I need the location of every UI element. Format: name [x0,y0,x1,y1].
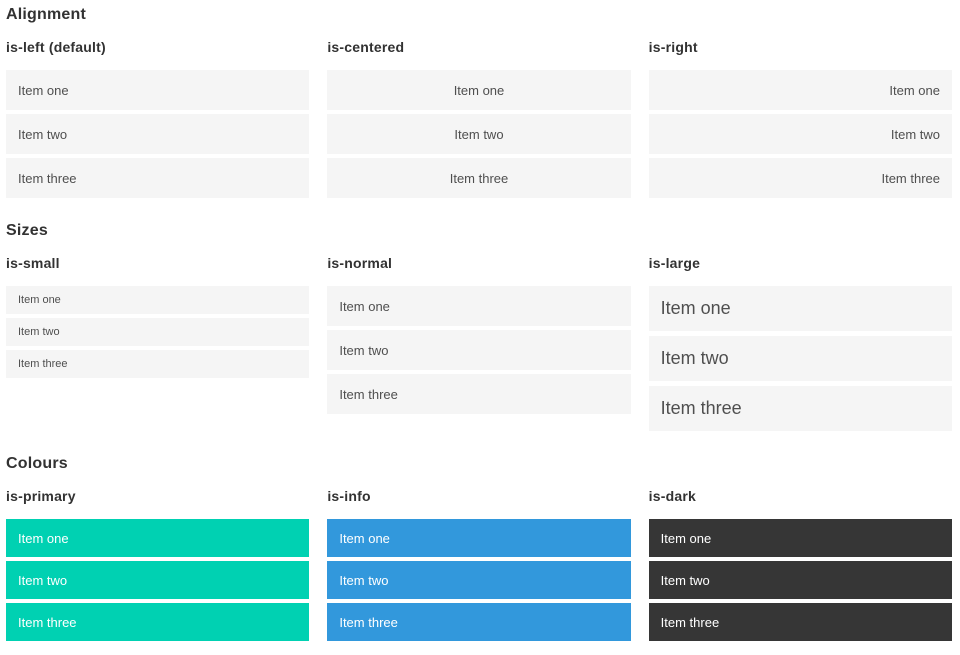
list-item: Item two [6,318,310,346]
variant-subtitle: is-normal [327,255,393,271]
section-sizes: Sizes is-small Item one Item two Item th… [6,221,952,431]
column-is-primary: is-primary Item one Item two Item three [6,488,310,641]
column-is-left: is-left (default) Item one Item two Item… [6,39,310,198]
demo-list: Item one Item two Item three [648,70,952,198]
list-item: Item one [6,286,310,314]
section-colours: Colours is-primary Item one Item two Ite… [6,454,952,641]
demo-list: Item one Item two Item three [6,519,310,641]
list-item: Item one [648,519,952,557]
list-item: Item one [648,286,952,331]
list-item: Item two [648,336,952,381]
column-is-centered: is-centered Item one Item two Item three [327,39,631,198]
list-item: Item two [327,561,631,599]
list-item: Item one [648,70,952,110]
list-item: Item three [327,603,631,641]
list-item: Item two [327,114,631,154]
list-item: Item three [648,603,952,641]
list-item: Item three [648,386,952,431]
sizes-columns: is-small Item one Item two Item three is… [6,256,952,431]
section-title: Alignment [6,6,87,23]
section-alignment: Alignment is-left (default) Item one Ite… [6,5,952,198]
variant-subtitle: is-info [327,488,371,504]
column-is-right: is-right Item one Item two Item three [648,39,952,198]
list-item: Item one [327,519,631,557]
list-item: Item two [327,330,631,370]
list-item: Item two [648,561,952,599]
variant-subtitle: is-primary [6,488,76,504]
variant-subtitle: is-large [648,255,701,271]
demo-list: Item one Item two Item three [327,70,631,198]
demo-list: Item one Item two Item three [648,286,952,431]
column-is-dark: is-dark Item one Item two Item three [648,488,952,641]
list-item: Item three [327,374,631,414]
section-title: Colours [6,455,68,472]
list-item: Item two [6,114,310,154]
list-item: Item three [327,158,631,198]
section-title: Sizes [6,222,48,239]
demo-list: Item one Item two Item three [6,286,310,378]
colours-columns: is-primary Item one Item two Item three … [6,489,952,641]
variant-subtitle: is-small [6,255,60,271]
variant-subtitle: is-dark [648,488,696,504]
list-item: Item one [327,286,631,326]
list-item: Item three [6,158,310,198]
column-is-info: is-info Item one Item two Item three [327,488,631,641]
list-item: Item three [6,350,310,378]
demo-list: Item one Item two Item three [327,519,631,641]
alignment-columns: is-left (default) Item one Item two Item… [6,40,952,198]
list-item: Item three [6,603,310,641]
column-is-small: is-small Item one Item two Item three [6,255,310,378]
list-item: Item two [6,561,310,599]
list-item: Item one [6,70,310,110]
variant-subtitle: is-right [648,39,698,55]
list-item: Item three [648,158,952,198]
list-item: Item one [6,519,310,557]
demo-list: Item one Item two Item three [648,519,952,641]
column-is-normal: is-normal Item one Item two Item three [327,255,631,414]
list-item: Item two [648,114,952,154]
demo-list: Item one Item two Item three [327,286,631,414]
list-item: Item one [327,70,631,110]
column-is-large: is-large Item one Item two Item three [648,255,952,431]
variant-subtitle: is-centered [327,39,405,55]
demo-list: Item one Item two Item three [6,70,310,198]
variant-subtitle: is-left (default) [6,39,106,55]
